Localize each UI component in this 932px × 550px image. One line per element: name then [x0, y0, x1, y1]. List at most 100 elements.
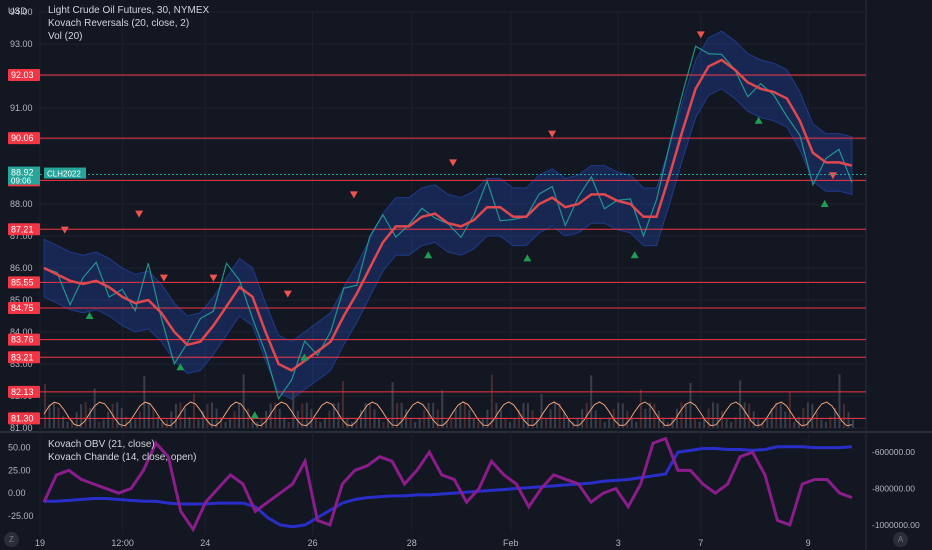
buy-signal-marker	[630, 251, 639, 259]
volume-bar	[382, 421, 385, 428]
volume-bar	[391, 382, 394, 428]
volume-bar	[653, 403, 656, 428]
volume-bar	[608, 417, 611, 428]
volume-bar	[62, 416, 65, 428]
legend-kovach-reversals[interactable]: Kovach Reversals (20, close, 2)	[48, 18, 190, 29]
volume-bar	[224, 421, 227, 428]
volume-bar	[540, 393, 543, 428]
osc-left-tick-label: -25.00	[8, 511, 34, 521]
osc-right-tick-label: -800000.00	[872, 484, 915, 494]
volume-bar	[378, 417, 381, 428]
volume-bar	[328, 410, 331, 428]
volume-bar	[775, 402, 778, 428]
volume-bar	[102, 419, 105, 428]
volume-bar	[630, 418, 633, 428]
volume-bar	[639, 389, 642, 428]
volume-bar	[824, 421, 827, 428]
x-tick-label: 28	[407, 538, 417, 548]
kovach-chande-line	[42, 436, 853, 533]
volume-bar	[793, 421, 796, 428]
last-price-label-bg	[8, 166, 40, 185]
volume-bar	[689, 382, 692, 428]
volume-bar	[594, 410, 597, 428]
volume-bar	[797, 416, 800, 428]
volume-bar	[314, 417, 317, 428]
volume-bar	[716, 403, 719, 428]
level-label: 81.30	[11, 413, 34, 423]
volume-bar	[156, 416, 159, 428]
volume-bar	[576, 417, 579, 428]
volume-bar	[355, 418, 358, 428]
volume-bar	[201, 411, 204, 428]
volume-bar	[305, 402, 308, 428]
volume-bar	[432, 402, 435, 428]
osc-left-tick-label: 50.00	[8, 443, 31, 453]
volume-bar	[811, 403, 814, 428]
volume-bar	[161, 421, 164, 428]
x-tick-label: 12:00	[111, 538, 134, 548]
symbol-tag: CLH2022	[47, 170, 81, 179]
volume-bar	[341, 381, 344, 428]
timezone-button[interactable]: Z	[4, 532, 19, 547]
x-tick-label: 19	[35, 538, 45, 548]
volume-bar	[721, 411, 724, 428]
level-label: 83.21	[11, 352, 34, 362]
volume-bar	[418, 418, 421, 428]
auto-scale-button[interactable]: A	[893, 532, 908, 547]
symbol-tag-bg	[44, 167, 86, 179]
volume-bar	[93, 388, 96, 428]
sell-signal-marker	[60, 226, 69, 234]
volume-bar	[174, 403, 177, 428]
volume-bar	[319, 421, 322, 428]
volume-bar	[283, 417, 286, 428]
volume-bar	[409, 417, 412, 428]
volume-bar	[48, 404, 51, 428]
volume-bar	[784, 411, 787, 428]
volume-bar	[71, 419, 74, 428]
volume-bar	[815, 411, 818, 428]
y-tick-label: 91.00	[10, 103, 33, 113]
level-label: 84.75	[11, 303, 34, 313]
osc-right-tick-label: -600000.00	[872, 447, 915, 457]
legend-volume[interactable]: Vol (20)	[48, 31, 83, 42]
buy-signal-marker	[85, 312, 94, 319]
volume-bar	[838, 374, 841, 428]
volume-bar	[513, 418, 516, 428]
x-tick-label: 3	[616, 538, 621, 548]
volume-bar	[572, 421, 575, 428]
volume-bar	[590, 375, 593, 428]
volume-bar	[211, 402, 214, 428]
volume-bar	[197, 419, 200, 428]
legend-kovach-chande[interactable]: Kovach Chande (14, close, open)	[48, 452, 197, 463]
level-label-bg	[8, 385, 40, 398]
volume-bar	[251, 417, 254, 428]
legend-kovach-obv[interactable]: Kovach OBV (21, close)	[48, 439, 155, 450]
volume-bar	[481, 418, 484, 428]
volume-bar	[441, 390, 444, 428]
volume-bar	[242, 374, 245, 428]
volume-bar	[260, 419, 263, 428]
volume-bar	[852, 419, 854, 428]
buy-signal-marker	[820, 200, 829, 207]
volume-bar	[57, 407, 60, 428]
legend-symbol[interactable]: Light Crude Oil Futures, 30, NYMEX	[48, 5, 210, 16]
volume-bar	[545, 417, 548, 428]
volume-bar	[842, 404, 845, 428]
osc-left-tick-label: 25.00	[8, 465, 31, 475]
volume-bar	[477, 421, 480, 428]
volume-bar	[423, 409, 426, 428]
volume-bar	[536, 418, 539, 428]
volume-bar	[567, 418, 570, 428]
volume-bar	[66, 421, 69, 428]
volume-bar	[301, 403, 304, 428]
volume-bar	[563, 410, 566, 428]
buy-signal-marker	[754, 116, 763, 124]
level-label: 82.13	[11, 387, 34, 397]
volume-bar	[459, 403, 462, 428]
volume-bar	[454, 409, 457, 428]
volume-bar	[531, 410, 534, 428]
sell-signal-marker	[449, 159, 457, 167]
volume-bar	[147, 402, 150, 428]
sell-signal-marker	[548, 130, 557, 138]
